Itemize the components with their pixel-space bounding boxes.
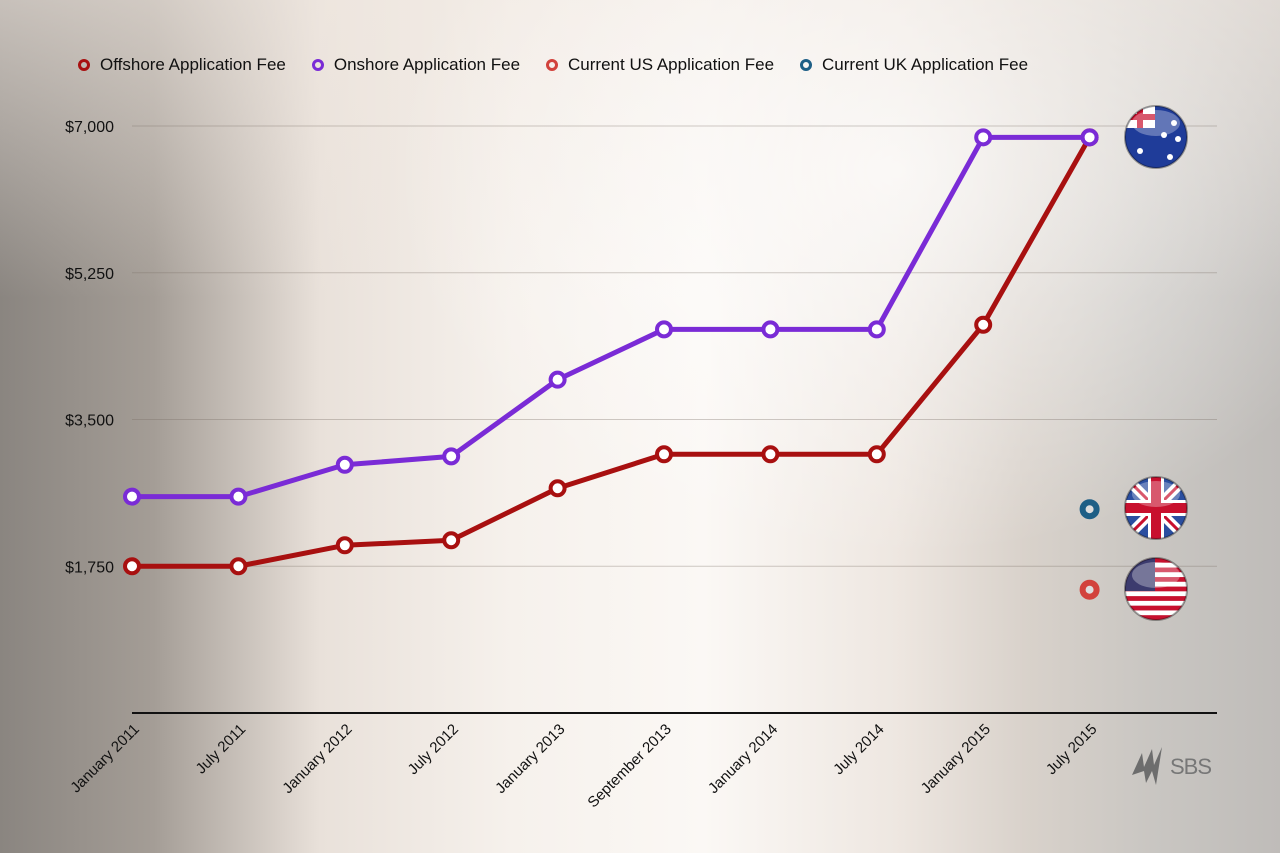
data-point — [335, 455, 354, 474]
flag-gloss — [1132, 110, 1180, 136]
x-tick-label: January 2013 — [492, 721, 568, 797]
y-tick-label: $5,250 — [65, 266, 114, 283]
data-point — [974, 128, 993, 147]
data-point — [655, 320, 673, 339]
legend-label: Current UK Application Fee — [822, 55, 1029, 74]
x-tick-label: July 2012 — [405, 721, 462, 778]
legend-label: Current US Application Fee — [568, 55, 775, 74]
legend-label: Offshore Application Fee — [100, 55, 286, 74]
legend-item-offshore: Offshore Application Fee — [78, 55, 286, 75]
flag-body — [1125, 106, 1187, 168]
data-point — [867, 445, 886, 464]
y-tick-label: $3,500 — [65, 413, 114, 430]
stripe — [1125, 567, 1187, 573]
x-tick-label: January 2011 — [67, 721, 143, 797]
y-tick-label: $1,750 — [65, 559, 114, 576]
legend-item-uk: Current UK Application Fee — [800, 55, 1028, 75]
star — [1175, 136, 1181, 142]
stripe — [1125, 605, 1187, 611]
data-point — [974, 315, 993, 334]
data-point — [867, 320, 886, 339]
legend-marker — [78, 59, 90, 71]
uk-flag-icon — [1124, 476, 1188, 540]
data-point — [548, 370, 567, 389]
star — [1171, 120, 1177, 126]
data-point — [655, 445, 673, 464]
x-tick-label: January 2014 — [705, 721, 781, 797]
series-line — [132, 136, 1092, 569]
stripe — [1125, 562, 1187, 568]
x-tick-label: September 2013 — [584, 721, 674, 811]
data-point — [1079, 499, 1100, 520]
legend-marker — [311, 59, 324, 71]
flag-rim — [1124, 476, 1188, 540]
union-cross — [1137, 106, 1143, 128]
stripe — [1125, 572, 1187, 578]
stripe — [1125, 581, 1187, 587]
star — [1167, 154, 1173, 160]
cross — [1151, 477, 1161, 539]
data-point — [442, 447, 461, 466]
star — [1137, 148, 1143, 154]
sbs-logo: SBS — [1130, 745, 1212, 789]
data-point — [123, 487, 141, 506]
legend-label: Onshore Application Fee — [333, 55, 521, 74]
flag-rim — [1124, 105, 1188, 169]
stripe — [1125, 558, 1187, 563]
data-point — [335, 536, 354, 555]
data-point — [229, 557, 248, 576]
stripe — [1125, 577, 1187, 582]
legend: Offshore Application Fee Onshore Applica… — [78, 55, 1028, 75]
sbs-logo-text: SBS — [1170, 754, 1212, 779]
data-point — [761, 445, 780, 464]
x-tick-label: January 2015 — [918, 721, 994, 797]
data-point — [1080, 128, 1099, 147]
us-flag-icon — [1124, 557, 1188, 621]
data-point — [548, 479, 567, 498]
flag-gloss — [1132, 562, 1180, 588]
stripe — [1125, 610, 1187, 616]
stripe — [1125, 591, 1187, 597]
x-tick-label: July 2015 — [1043, 721, 1100, 778]
legend-marker — [546, 59, 559, 71]
australia-flag-icon — [1124, 105, 1188, 169]
x-tick-label: January 2012 — [279, 721, 355, 797]
x-tick-label: July 2011 — [193, 721, 250, 778]
data-point — [442, 531, 461, 550]
stripe — [1125, 615, 1187, 620]
sbs-logo-icon — [1132, 747, 1162, 785]
data-point — [1079, 579, 1100, 600]
flag-body — [1125, 558, 1187, 620]
stripe — [1125, 586, 1187, 592]
legend-marker — [800, 59, 813, 71]
data-point — [123, 557, 141, 576]
legend-item-onshore: Onshore Application Fee — [311, 55, 521, 75]
flag-rim — [1124, 557, 1188, 621]
stripe — [1125, 596, 1187, 601]
star — [1161, 132, 1167, 138]
stripe — [1125, 600, 1187, 606]
data-point — [761, 320, 780, 339]
flag-gloss — [1132, 481, 1180, 507]
legend-item-us: Current US Application Fee — [546, 55, 774, 75]
x-tick-label: July 2014 — [830, 721, 887, 778]
y-tick-label: $7,000 — [65, 119, 114, 136]
data-point — [229, 487, 248, 506]
series-line — [132, 134, 1090, 500]
flag-body — [1125, 477, 1187, 539]
